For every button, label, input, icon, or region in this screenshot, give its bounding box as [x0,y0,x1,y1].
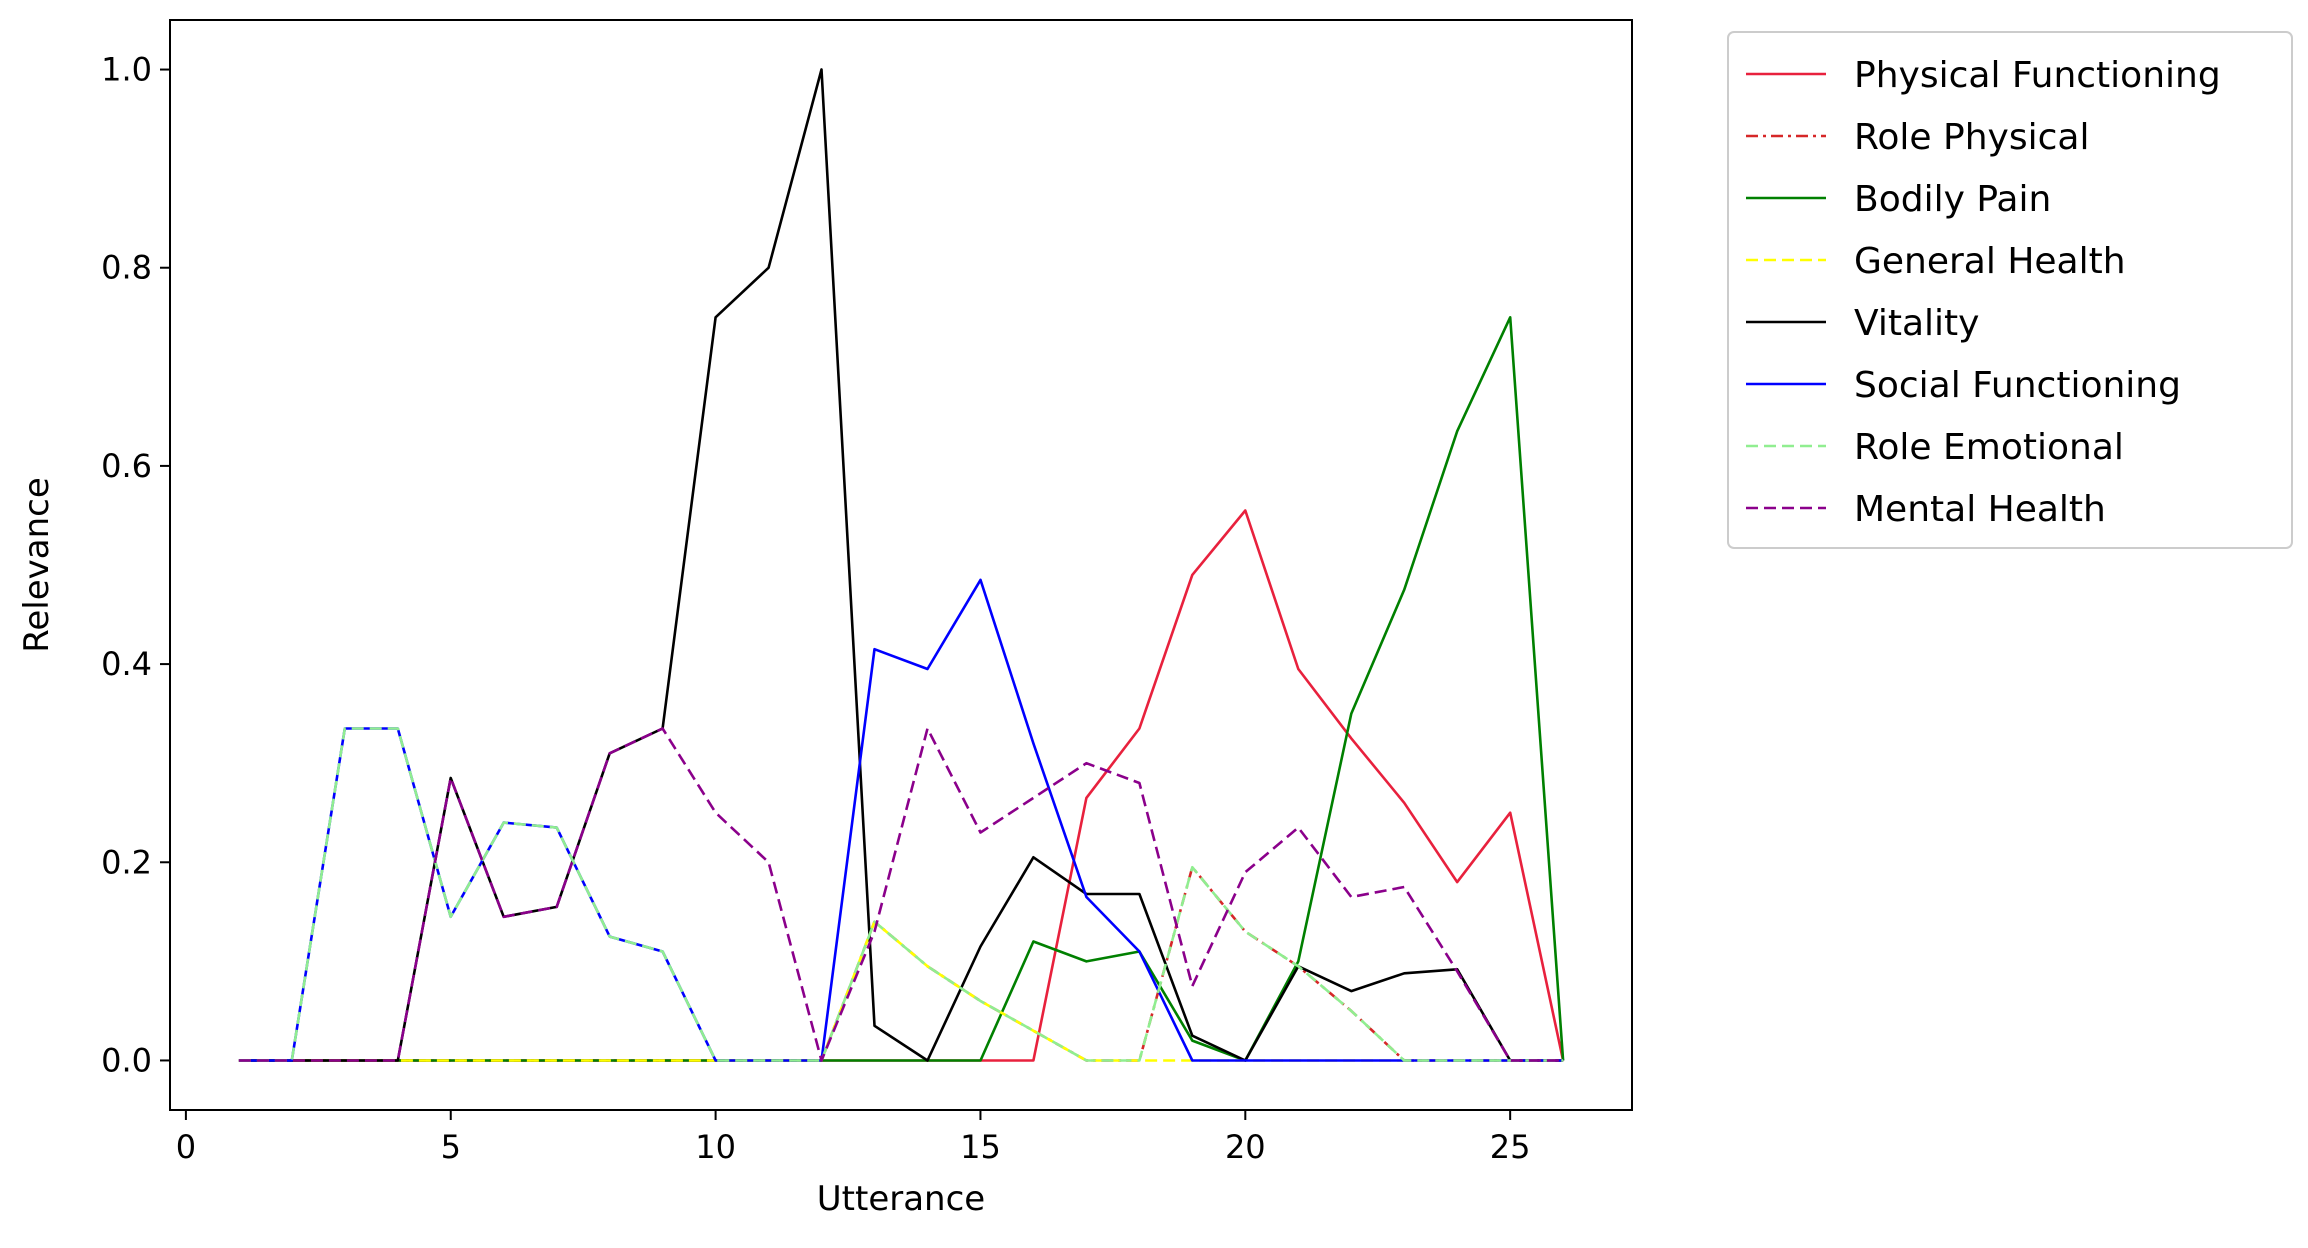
series-line-general-health [238,920,1564,1062]
legend-label-bodily-pain: Bodily Pain [1854,179,2051,220]
x-tick-label: 0 [176,1128,196,1166]
y-tick-label: 0.2 [101,843,152,881]
legend-label-role-emotional: Role Emotional [1854,427,2124,468]
y-tick-label: 0.6 [101,447,152,485]
legend-box [1727,31,2293,549]
x-tick-label: 20 [1225,1128,1266,1166]
plot-lines [238,68,1565,1062]
x-tick-label: 5 [441,1128,461,1166]
y-axis-ticks: 0.0 0.2 0.4 0.6 0.8 1.0 [101,51,170,1079]
y-axis-label: Relevance [17,477,57,653]
x-tick-label: 25 [1490,1128,1531,1166]
y-tick-label: 0.4 [101,645,152,683]
legend-label-general-health: General Health [1854,241,2126,282]
y-tick-label: 1.0 [101,51,152,89]
y-tick-label: 0.0 [101,1041,152,1079]
plot-area-frame [169,19,1633,1111]
legend-label-social-functioning: Social Functioning [1854,365,2181,406]
legend-label-vitality: Vitality [1854,303,1979,344]
legend-label-role-physical: Role Physical [1854,117,2089,158]
legend: Physical Functioning Role Physical Bodily … [1727,31,2293,549]
x-tick-label: 10 [695,1128,736,1166]
x-tick-label: 15 [960,1128,1001,1166]
legend-label-mental-health: Mental Health [1854,489,2106,530]
series-line-mental-health [238,727,1564,1062]
x-axis-label: Utterance [817,1179,985,1219]
x-axis-ticks: 0 5 10 15 20 25 [176,1110,1531,1166]
legend-items: Physical Functioning Role Physical Bodily … [1746,55,2221,530]
legend-label-physical-functioning: Physical Functioning [1854,55,2221,96]
series-line-role-emotional [238,727,1564,1062]
y-tick-label: 0.8 [101,249,152,287]
